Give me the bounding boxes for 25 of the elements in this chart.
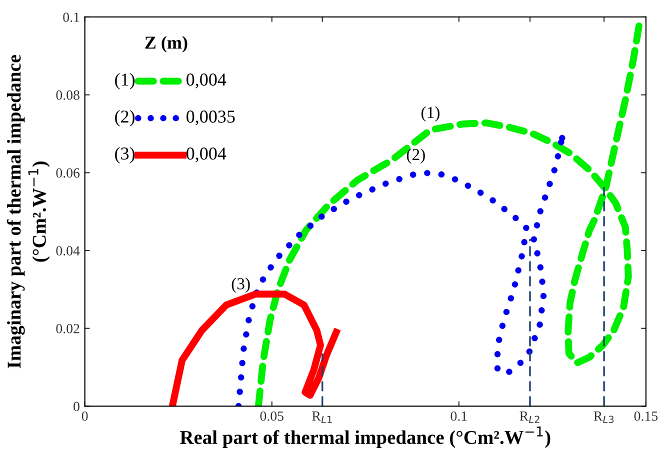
legend-label: 0,0035 bbox=[186, 110, 235, 126]
annotation: (3) bbox=[232, 278, 250, 293]
legend-title: Z (m) bbox=[145, 36, 188, 52]
text: (1) bbox=[115, 73, 135, 90]
legend-label: 0,004 bbox=[186, 74, 226, 88]
y-tick-label: 0.04 bbox=[56, 246, 80, 256]
y-tick-label: 0.08 bbox=[56, 90, 80, 100]
x-tick-label: 0.1 bbox=[450, 411, 467, 421]
x-tick-label: R$_{L1}$ bbox=[312, 412, 332, 423]
x-axis-title: Real part of thermal impedance (°Cm².W$^{−1}$) bbox=[180, 426, 550, 448]
text: (2) bbox=[115, 110, 135, 126]
annotation: (1) bbox=[422, 106, 440, 122]
x-tick-label: R$_{L3}$ bbox=[594, 412, 614, 424]
x-tick-label: R$_{L2}$ bbox=[520, 412, 540, 423]
annotation: (2) bbox=[406, 148, 425, 164]
x-tick-label: 0.05 bbox=[260, 411, 284, 421]
y-tick-label: 0.02 bbox=[56, 324, 80, 334]
y-tick-label: 0 bbox=[74, 402, 80, 412]
text: (3) bbox=[115, 146, 135, 164]
x-tick-label: 0.15 bbox=[634, 411, 658, 421]
y-axis-title: Imaginary part of thermal impedance (°Cm².W$^{−1}$) bbox=[6, 54, 50, 368]
x-tick-label: 0 bbox=[82, 411, 88, 421]
y-tick-label: 0.1 bbox=[63, 12, 80, 22]
legend-label: 0,004 bbox=[186, 147, 226, 162]
y-tick-label: 0.06 bbox=[56, 168, 80, 178]
